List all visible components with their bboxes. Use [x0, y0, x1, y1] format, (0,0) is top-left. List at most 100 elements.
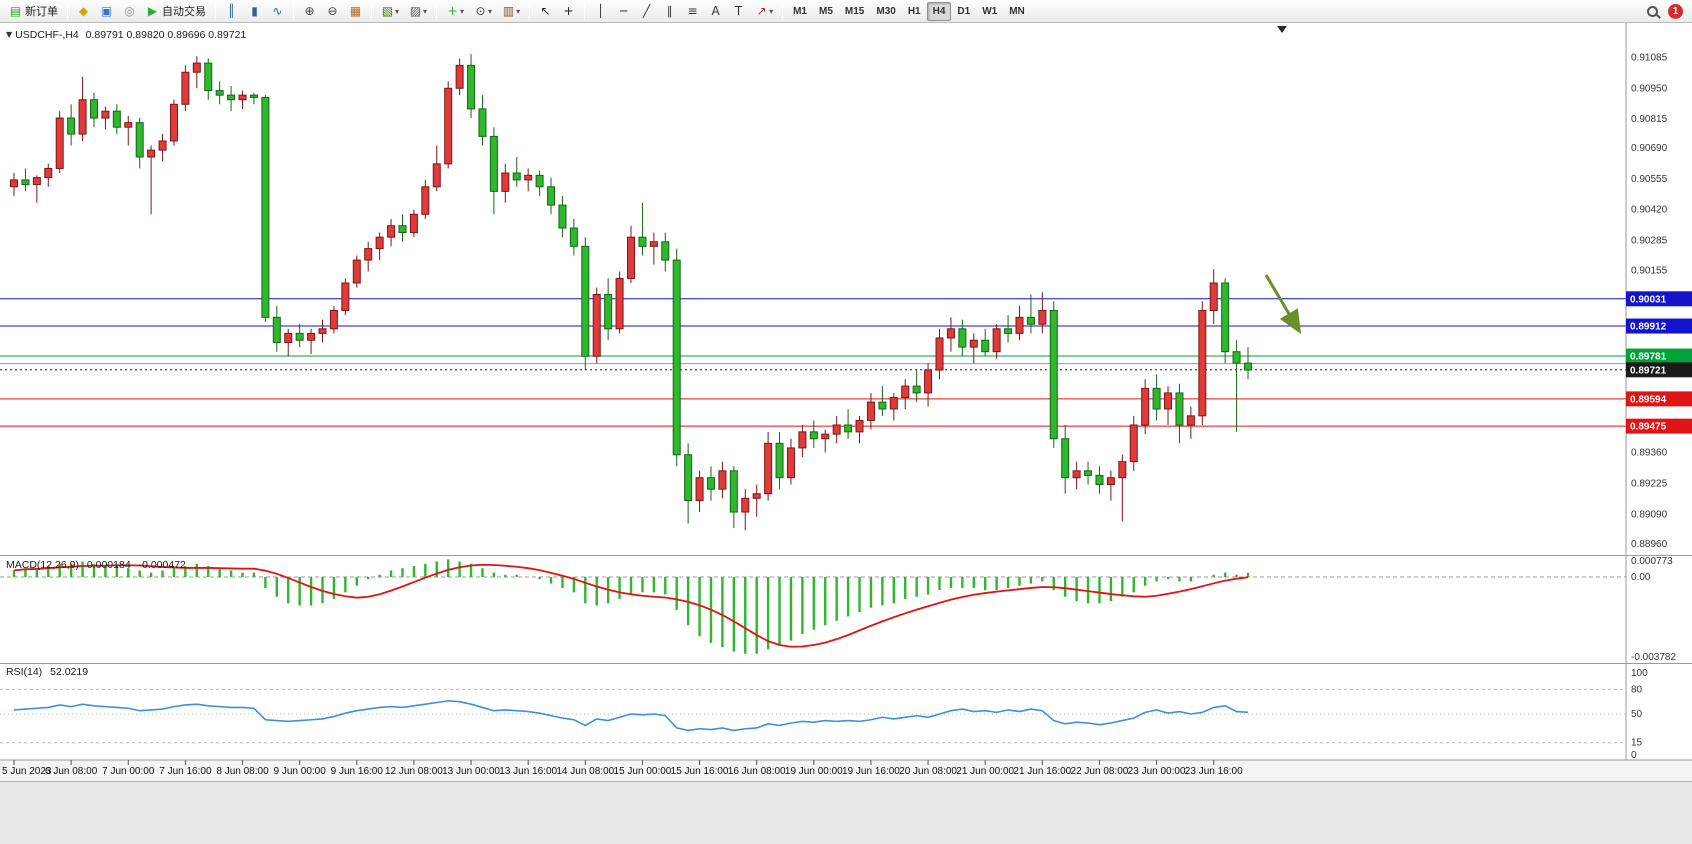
svg-text:19 Jun 16:00: 19 Jun 16:00 — [842, 766, 900, 777]
price-tag: 0.89781 — [1626, 348, 1692, 364]
tf-w1-button[interactable]: W1 — [976, 2, 1003, 21]
candlestick-mode-button[interactable]: ▮ — [243, 2, 266, 21]
zoom-out-button[interactable]: ⊖ — [321, 2, 344, 21]
svg-text:12 Jun 08:00: 12 Jun 08:00 — [385, 766, 443, 777]
svg-text:0.91085: 0.91085 — [1631, 52, 1668, 63]
text-button[interactable]: A — [704, 2, 727, 21]
line-chart-mode-button[interactable]: ∿ — [266, 2, 289, 21]
svg-text:0.90031: 0.90031 — [1630, 294, 1667, 305]
search-button[interactable] — [1642, 2, 1663, 21]
svg-text:6 Jun 08:00: 6 Jun 08:00 — [45, 766, 98, 777]
cursor-button[interactable]: ↖ — [534, 2, 557, 21]
new-order-button[interactable]: ▤ 新订单 — [4, 2, 63, 21]
arrow-annotation[interactable] — [1264, 274, 1302, 335]
horizontal-line-icon: ─ — [619, 4, 628, 18]
new-chart-dropdown-icon[interactable]: ▾ — [395, 6, 400, 16]
zoom-in-button[interactable]: ⊕ — [298, 2, 321, 21]
svg-text:7 Jun 00:00: 7 Jun 00:00 — [102, 766, 155, 777]
svg-text:0.90950: 0.90950 — [1631, 83, 1668, 94]
tf-m1-button[interactable]: M1 — [787, 2, 813, 21]
cursor-icon: ↖ — [540, 4, 551, 18]
vertical-line-button[interactable]: │ — [589, 2, 612, 21]
bar-chart-mode-icon: ║ — [227, 4, 236, 18]
arrows-tool-dropdown-icon[interactable]: ▾ — [769, 6, 774, 16]
toolbar-separator — [782, 3, 784, 19]
text-label-button[interactable]: T — [727, 2, 750, 21]
notification-badge: 1 — [1668, 3, 1683, 19]
equidistant-channel-button[interactable]: ∥ — [658, 2, 681, 21]
price-tag: 0.89912 — [1626, 318, 1692, 334]
tf-d1-button[interactable]: D1 — [951, 2, 976, 21]
auto-trading-button[interactable]: ▶ 自动交易 — [141, 2, 211, 21]
svg-text:0.90420: 0.90420 — [1631, 205, 1668, 216]
auto-trading-icon: ▶ — [147, 4, 158, 18]
new-order-label: 新订单 — [25, 6, 58, 18]
crosshair-button[interactable]: + — [557, 2, 580, 21]
svg-text:20 Jun 08:00: 20 Jun 08:00 — [899, 766, 957, 777]
price-tag: 0.89721 — [1626, 362, 1692, 378]
rsi-pane: 100 80 50 150 — [0, 668, 1648, 761]
trend-line-button[interactable]: ╱ — [635, 2, 658, 21]
tf-m5-label: M5 — [819, 5, 833, 17]
profiles-dropdown-icon[interactable]: ▾ — [423, 6, 428, 16]
tf-h1-button[interactable]: H1 — [902, 2, 927, 21]
price-axis[interactable]: 0.91085 0.90950 0.90815 0.90690 0.90555 0.904… — [1631, 52, 1668, 550]
tile-windows-button[interactable]: ▦ — [344, 2, 367, 21]
tf-mn-button[interactable]: MN — [1003, 2, 1031, 21]
templates-dropdown-icon[interactable]: ▾ — [516, 6, 521, 16]
svg-text:0.000773: 0.000773 — [1631, 556, 1673, 567]
notifications-button[interactable]: 1 — [1663, 2, 1688, 21]
tf-m5-button[interactable]: M5 — [813, 2, 839, 21]
svg-text:100: 100 — [1631, 668, 1648, 679]
toolbar-separator — [215, 3, 216, 19]
templates-button[interactable]: ▥ ▾ — [497, 2, 525, 21]
svg-text:0.89090: 0.89090 — [1631, 509, 1668, 520]
svg-text:0.90815: 0.90815 — [1631, 114, 1668, 125]
periods-button[interactable]: ⊙ ▾ — [469, 2, 497, 21]
auto-trading-label: 自动交易 — [162, 6, 206, 18]
profiles-icon: ▨ — [409, 4, 422, 18]
community-button[interactable]: ◎ — [118, 2, 141, 21]
toolbar-separator — [584, 3, 586, 19]
svg-text:15 Jun 00:00: 15 Jun 00:00 — [614, 766, 672, 777]
new-chart-button[interactable]: ▧ ▾ — [376, 2, 404, 21]
price-tag: 0.90031 — [1626, 291, 1692, 307]
mql5-market-icon: ◆ — [78, 4, 89, 18]
svg-text:0.89594: 0.89594 — [1630, 394, 1667, 405]
macd-pane: 0.000773 0.00 -0.003782 — [0, 556, 1676, 663]
svg-text:5 Jun 2023: 5 Jun 2023 — [2, 766, 52, 777]
toolbar-separator — [67, 3, 68, 19]
arrows-tool-button[interactable]: ↗ ▾ — [750, 2, 778, 21]
profiles-button[interactable]: ▨ ▾ — [404, 2, 432, 21]
periods-dropdown-icon[interactable]: ▾ — [488, 6, 493, 16]
svg-text:0.90555: 0.90555 — [1631, 174, 1668, 185]
community-icon: ◎ — [124, 4, 135, 18]
tf-h4-button[interactable]: H4 — [926, 1, 952, 21]
svg-text:9 Jun 00:00: 9 Jun 00:00 — [274, 766, 327, 777]
tf-m1-label: M1 — [793, 5, 807, 17]
svg-text:0.89225: 0.89225 — [1631, 478, 1668, 489]
tf-m15-button[interactable]: M15 — [839, 2, 870, 21]
trend-line-icon: ╱ — [642, 4, 651, 18]
zoom-out-icon: ⊖ — [327, 4, 338, 18]
svg-text:15: 15 — [1631, 738, 1643, 749]
mql5-market-button[interactable]: ◆ — [72, 2, 95, 21]
horizontal-line-button[interactable]: ─ — [612, 2, 635, 21]
chart-shift-marker[interactable] — [1277, 26, 1287, 33]
toolbar-separator — [371, 3, 372, 19]
tf-mn-label: MN — [1009, 5, 1025, 17]
tf-h4-label: H4 — [932, 5, 946, 17]
fibonacci-button[interactable]: ≡ — [681, 2, 704, 21]
toolbar-separator — [436, 3, 438, 19]
indicators-icon: + — [447, 4, 458, 18]
svg-text:9 Jun 16:00: 9 Jun 16:00 — [331, 766, 384, 777]
svg-text:13 Jun 00:00: 13 Jun 00:00 — [442, 766, 500, 777]
indicators-dropdown-icon[interactable]: ▾ — [460, 6, 465, 16]
bar-chart-mode-button[interactable]: ║ — [220, 2, 243, 21]
indicators-button[interactable]: + ▾ — [441, 2, 469, 21]
tf-m30-button[interactable]: M30 — [870, 2, 901, 21]
user-profile-button[interactable]: ▣ — [95, 2, 118, 21]
